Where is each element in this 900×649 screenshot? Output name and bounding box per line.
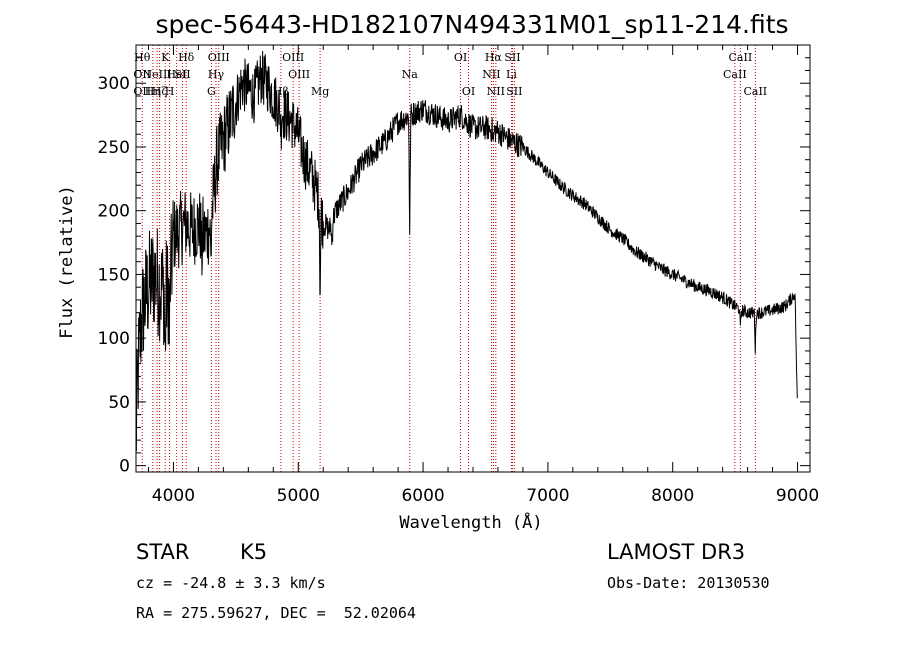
spectral-line-label: SII <box>174 68 190 81</box>
flux-series-line <box>135 50 798 452</box>
y-tick-label: 200 <box>98 202 130 222</box>
y-tick-label: 50 <box>108 393 130 413</box>
x-tick-label: 4000 <box>152 486 195 506</box>
spectral-line-label: Li <box>506 68 517 81</box>
spectral-line-label: OII <box>133 85 151 98</box>
y-tick-label: 250 <box>98 138 130 158</box>
spectral-line-label: OI <box>454 51 467 64</box>
spectral-line-markers <box>141 45 756 472</box>
spectral-line-label: HeI <box>166 68 186 81</box>
object-subclass: K5 <box>240 540 268 564</box>
x-tick-label: 5000 <box>277 486 320 506</box>
spectral-line-label: Hβ <box>273 85 289 98</box>
y-tick-label: 0 <box>119 457 130 477</box>
spectral-line-label: Hζ <box>152 85 168 98</box>
y-tick-label: 100 <box>98 329 130 349</box>
spectral-line-label: SII <box>504 51 520 64</box>
spectral-line-label: K <box>161 51 170 64</box>
spectral-line-label: CaII <box>743 85 767 98</box>
spectral-line-label: G <box>207 85 216 98</box>
spectral-line-label: OIII <box>208 51 230 64</box>
spectral-line-label: Hθ <box>134 51 151 64</box>
observation-date: Obs-Date: 20130530 <box>607 574 770 592</box>
spectral-line-labels: HθOIIOIIHηNeIIIHζKHHeISIIHδGHγOIIIHβOIII… <box>133 51 767 98</box>
spectral-line-label: H <box>165 85 175 98</box>
spectral-line-label: NeIII <box>143 68 172 81</box>
spectral-line-label: NII <box>482 68 500 81</box>
spectral-line-label: CaII <box>729 51 753 64</box>
y-axis-label: Flux (relative) <box>57 185 77 339</box>
x-axis-label: Wavelength (Å) <box>399 511 542 533</box>
spectral-line-label: Na <box>402 68 419 81</box>
survey-name: LAMOST DR3 <box>607 540 746 564</box>
object-class: STAR <box>136 540 190 564</box>
x-tick-label: 8000 <box>651 486 694 506</box>
chart-title: spec-56443-HD182107N494331M01_sp11-214.f… <box>155 10 788 39</box>
spectral-line-label: OII <box>133 68 151 81</box>
spectral-line-label: NII <box>487 85 505 98</box>
redshift-value: cz = -24.8 ± 3.3 km/s <box>136 574 326 592</box>
spectral-line-label: OIII <box>288 68 310 81</box>
spectral-line-label: Mg <box>311 85 329 98</box>
x-tick-label: 7000 <box>526 486 569 506</box>
x-tick-label: 6000 <box>401 486 444 506</box>
y-tick-label: 150 <box>98 265 130 285</box>
spectral-line-label: Hη <box>145 85 161 98</box>
spectral-line-label: OIII <box>282 51 304 64</box>
spectral-line-label: OI <box>462 85 475 98</box>
spectral-line-label: Hα <box>485 51 503 64</box>
x-tick-label: 9000 <box>776 486 819 506</box>
spectral-line-label: Hδ <box>178 51 195 64</box>
coordinates: RA = 275.59627, DEC = 52.02064 <box>136 604 416 622</box>
axis-ticks: 4000 5000 6000 7000 8000 9000 0 50 100 150 200 250 3… <box>98 44 819 506</box>
y-tick-label: 300 <box>98 74 130 94</box>
spectral-line-label: Hγ <box>208 68 225 81</box>
spectral-line-label: SII <box>506 85 522 98</box>
spectral-line-label: CaII <box>723 68 747 81</box>
